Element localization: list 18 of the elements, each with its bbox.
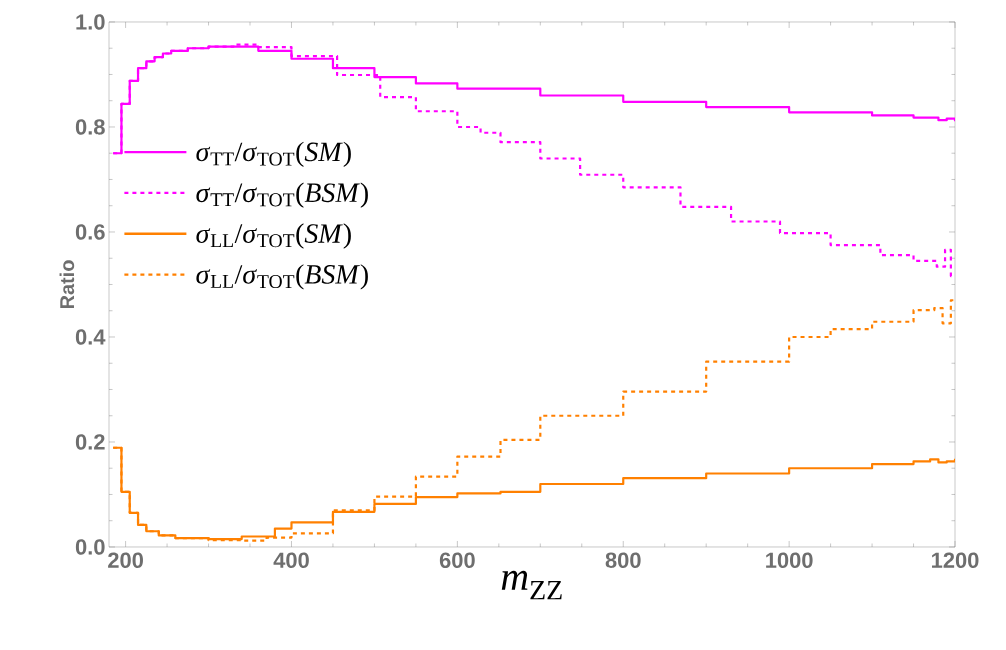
y-tick-label: 0.0 [75,539,105,555]
legend-label: σ$_{TT}$/σ$_{TOT}$(BSM) [196,182,368,208]
legend-label: σ$_{LL}$/σ$_{TOT}$(BSM) [196,264,368,290]
x-axis-title: m$_{ZZ}$ [501,570,562,600]
y-tick-label: 0.6 [75,224,105,240]
x-tick-label: 1000 [766,552,813,569]
x-tick-label: 800 [605,552,641,569]
x-tick-label: 1200 [932,552,979,569]
x-tick-label: 600 [439,552,475,569]
y-tick-label: 0.4 [75,329,106,345]
legend-label: σ$_{TT}$/σ$_{TOT}$(SM) [196,141,351,167]
y-axis-title: Ratio [59,260,75,309]
y-tick-label: 1.0 [76,14,105,30]
legend-label: σ$_{LL}$/σ$_{TOT}$(SM) [196,223,351,249]
x-tick-label: 400 [273,552,309,569]
x-tick-label: 200 [108,552,143,569]
y-tick-label: 0.2 [75,434,105,450]
y-tick-label: 0.8 [75,119,105,135]
